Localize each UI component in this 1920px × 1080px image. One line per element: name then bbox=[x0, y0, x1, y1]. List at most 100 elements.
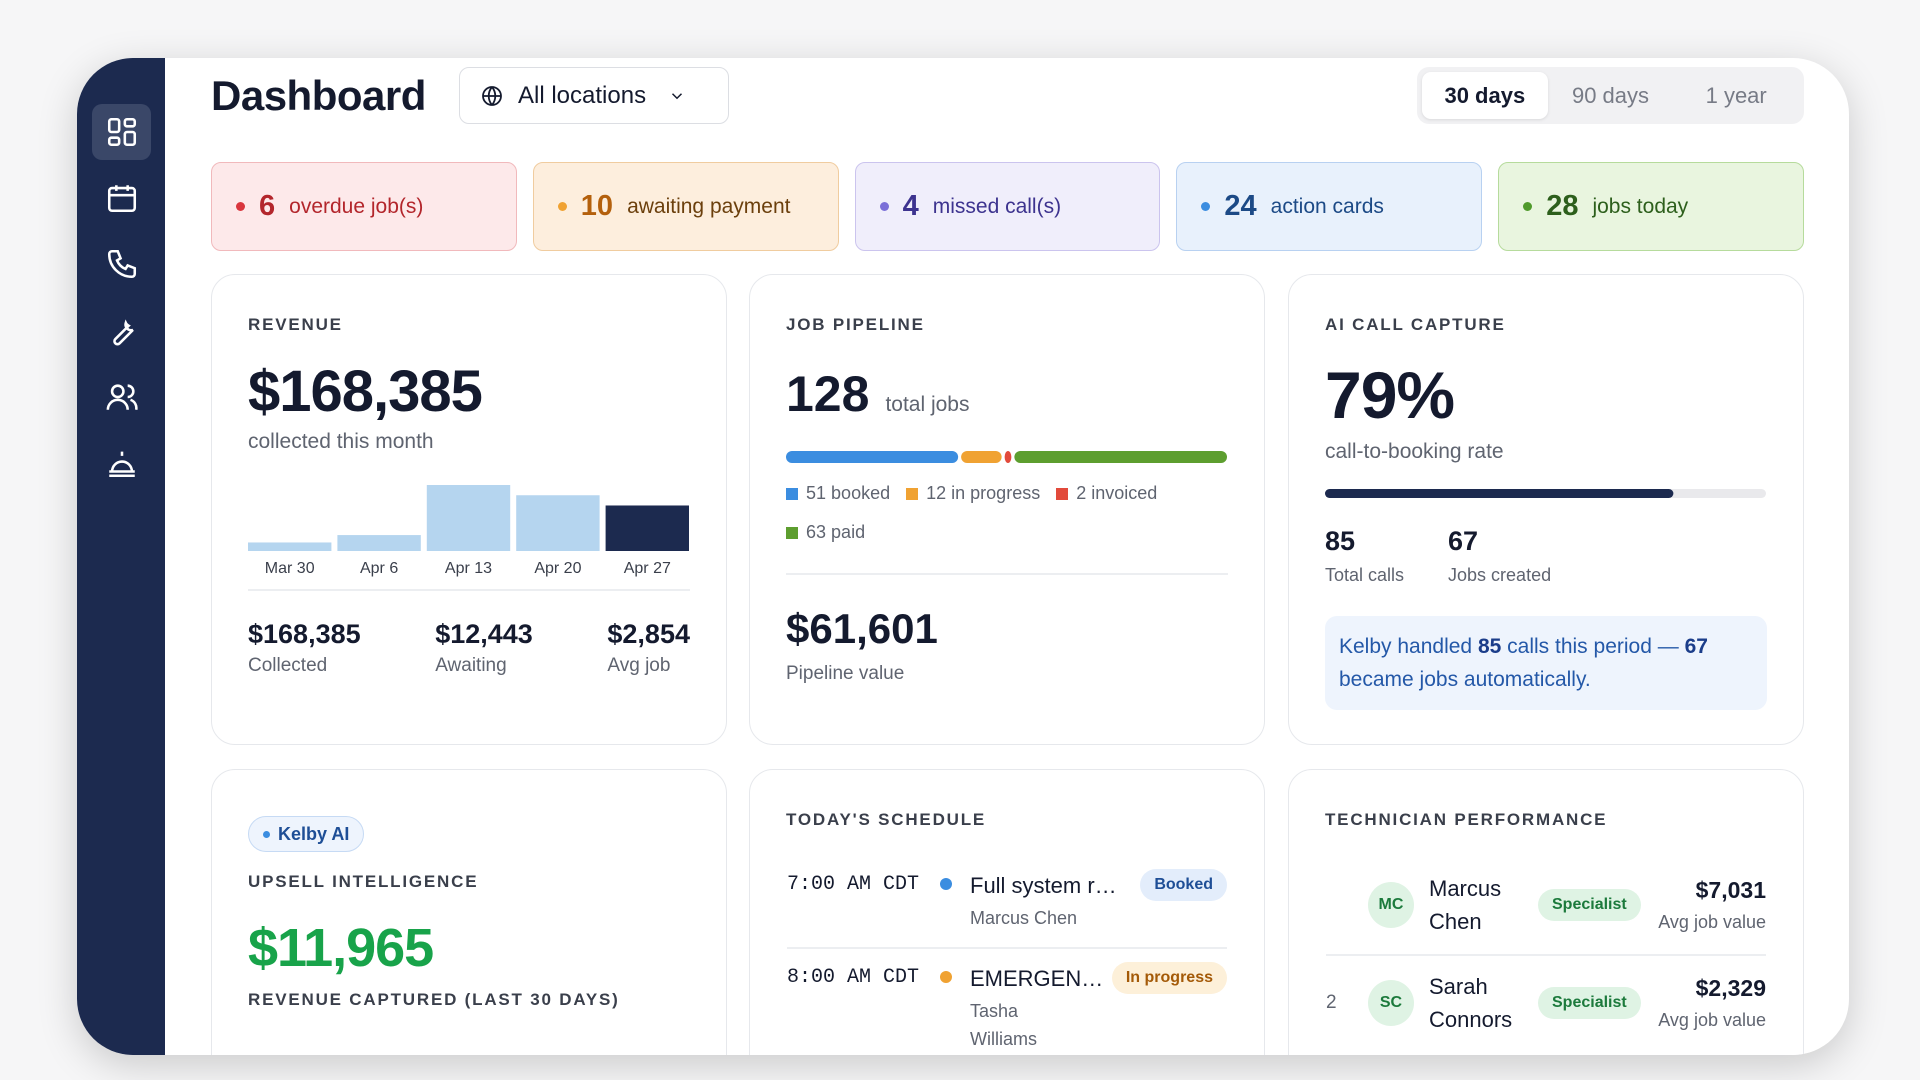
pipeline-segment bbox=[961, 451, 1002, 463]
nav-tools[interactable] bbox=[92, 303, 151, 359]
tech-value: $2,329 bbox=[1695, 975, 1766, 1001]
stat: 67 Jobs created bbox=[1448, 526, 1551, 586]
pipeline-segment bbox=[1004, 451, 1012, 463]
stat: $12,443 Awaiting bbox=[435, 617, 533, 677]
rate-bar bbox=[1325, 489, 1766, 498]
schedule-title: EMERGEN… bbox=[970, 966, 1104, 991]
ai-badge: Kelby AI bbox=[248, 816, 365, 852]
alert-label: missed call(s) bbox=[932, 194, 1062, 218]
stat-label: Avg job bbox=[607, 654, 671, 676]
icon bbox=[106, 384, 138, 411]
stat-label: Jobs created bbox=[1448, 565, 1552, 585]
upsell-caption: REVENUE CAPTURED (LAST 30 DAYS) bbox=[248, 990, 620, 1009]
revenue-chart: Mar 30 Apr 6 Apr 13 Apr 20 Apr 27 bbox=[248, 485, 689, 577]
icon bbox=[112, 319, 134, 346]
pipeline-card: JOB PIPELINE 128 total jobs 51 booked 12 … bbox=[749, 274, 1265, 745]
stat-value: 85 bbox=[1325, 526, 1356, 556]
legend-name: in progress bbox=[951, 483, 1041, 503]
pipeline-total-row: 128 total jobs bbox=[786, 365, 1228, 425]
alert-count: 10 bbox=[580, 190, 614, 222]
divider bbox=[787, 947, 1227, 949]
icon bbox=[107, 185, 136, 213]
note-text: calls this period — bbox=[1507, 635, 1679, 658]
alert-chip[interactable]: 10 awaiting payment bbox=[532, 162, 839, 251]
alert-chip[interactable]: 4 missed call(s) bbox=[854, 162, 1161, 251]
nav-calendar[interactable] bbox=[92, 170, 151, 226]
schedule-card: TODAY'S SCHEDULE 7:00 AM CDT Full system … bbox=[749, 769, 1265, 1055]
alert-label: action cards bbox=[1270, 194, 1384, 218]
range-tab[interactable]: 30 days bbox=[1422, 72, 1548, 119]
alert-count: 28 bbox=[1546, 190, 1579, 222]
note-text: Kelby handled bbox=[1339, 635, 1473, 658]
bar bbox=[337, 535, 421, 551]
range-tabs: 30 days 90 days 1 year bbox=[1417, 67, 1804, 124]
pipeline-segment bbox=[786, 451, 959, 463]
avatar: SC bbox=[1368, 980, 1414, 1026]
avatar: MC bbox=[1368, 882, 1414, 928]
upsell-amount: $11,965 bbox=[248, 918, 434, 978]
bar bbox=[605, 505, 689, 551]
stat: $2,854 Avg job bbox=[607, 617, 690, 677]
alert-chip[interactable]: 28 jobs today bbox=[1498, 162, 1804, 251]
legend-count: 51 bbox=[806, 483, 827, 503]
revenue-card: REVENUE $168,385 collected this month Ma… bbox=[211, 274, 727, 745]
alert-label: awaiting payment bbox=[627, 194, 791, 218]
globe-icon bbox=[482, 85, 502, 106]
stat: 85 Total calls bbox=[1325, 526, 1404, 586]
icon bbox=[107, 249, 136, 279]
divider bbox=[248, 589, 690, 591]
nav-calls[interactable] bbox=[92, 236, 151, 292]
bar bbox=[248, 542, 332, 551]
note-text: became jobs automatically. bbox=[1339, 668, 1591, 691]
legend-swatch bbox=[786, 527, 798, 539]
legend-swatch bbox=[1056, 488, 1069, 500]
alert-chip[interactable]: 6 overdue job(s) bbox=[211, 162, 517, 251]
x-tick-label: Apr 27 bbox=[624, 560, 671, 577]
legend-name: invoiced bbox=[1091, 483, 1158, 503]
role-badge: Specialist bbox=[1538, 889, 1641, 921]
status-badge: In progress bbox=[1111, 962, 1227, 994]
range-tab[interactable]: 1 year bbox=[1705, 83, 1767, 108]
status-badge: Booked bbox=[1140, 869, 1227, 901]
badge-dot bbox=[263, 830, 270, 838]
badge-label: Kelby AI bbox=[278, 823, 350, 844]
tech-value-caption: Avg job value bbox=[1658, 912, 1766, 932]
alert-bar: 6 overdue job(s) 10 awaiting payment 4 missed… bbox=[211, 162, 1804, 251]
schedule-title: Full system r… bbox=[970, 873, 1117, 898]
card-heading: UPSELL INTELLIGENCE bbox=[248, 872, 479, 891]
alert-chip[interactable]: 24 action cards bbox=[1176, 162, 1483, 251]
alert-dot bbox=[1201, 202, 1211, 211]
x-tick-label: Apr 6 bbox=[360, 560, 398, 577]
pipeline-value: $61,601 bbox=[786, 604, 938, 652]
status-dot bbox=[940, 971, 952, 983]
nav-equipment[interactable] bbox=[92, 435, 151, 491]
alert-count: 4 bbox=[902, 190, 919, 222]
legend-count: 2 bbox=[1076, 483, 1087, 503]
revenue-caption: collected this month bbox=[248, 430, 434, 453]
tech-name: Sarah Connors bbox=[1429, 974, 1513, 1032]
tech-name: Marcus Chen bbox=[1429, 876, 1502, 934]
alert-dot bbox=[1523, 202, 1533, 211]
nav-dashboard[interactable] bbox=[92, 104, 151, 160]
status-dot bbox=[940, 878, 952, 890]
location-select[interactable]: All locations bbox=[459, 67, 729, 124]
x-tick-label: Apr 20 bbox=[534, 560, 581, 577]
bar bbox=[516, 495, 600, 551]
schedule-tech: Marcus Chen bbox=[970, 908, 1078, 928]
legend-swatch bbox=[786, 488, 798, 500]
stat-label: Total calls bbox=[1325, 565, 1405, 585]
legend-item: 2 invoiced bbox=[1056, 483, 1157, 504]
tech-value-caption: Avg job value bbox=[1658, 1010, 1766, 1030]
location-label: All locations bbox=[518, 81, 647, 109]
sidebar bbox=[77, 58, 165, 1055]
ai-card: AI CALL CAPTURE 79% call-to-booking rate… bbox=[1288, 274, 1804, 745]
card-heading: TODAY'S SCHEDULE bbox=[786, 810, 987, 829]
nav-team[interactable] bbox=[92, 369, 151, 425]
x-tick-label: Apr 13 bbox=[445, 560, 492, 577]
range-tab[interactable]: 90 days bbox=[1571, 83, 1650, 108]
alert-count: 24 bbox=[1224, 190, 1257, 222]
chevron bbox=[672, 92, 683, 99]
revenue-amount: $168,385 bbox=[248, 359, 483, 424]
card-heading: AI CALL CAPTURE bbox=[1325, 315, 1506, 334]
